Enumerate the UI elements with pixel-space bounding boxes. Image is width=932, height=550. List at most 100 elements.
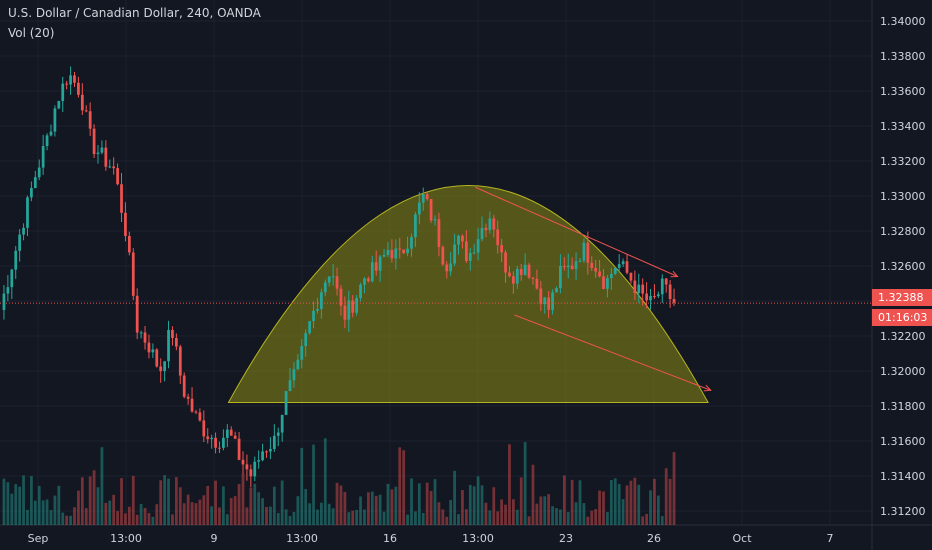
volume-bar — [574, 502, 578, 525]
volume-bar — [594, 509, 598, 525]
volume-bar — [312, 444, 315, 525]
candle-body — [566, 265, 570, 268]
volume-bar — [566, 512, 570, 525]
volume-bar — [621, 499, 625, 525]
candle-body — [382, 254, 386, 257]
candle-body — [531, 277, 535, 279]
volume-bar — [218, 507, 221, 525]
volume-indicator-label[interactable]: Vol (20) — [8, 26, 55, 40]
volume-bar — [18, 486, 22, 525]
candle-body — [77, 82, 80, 95]
volume-bar — [351, 510, 355, 525]
candle-body — [182, 375, 186, 397]
candle-body — [6, 287, 10, 294]
candle-body — [308, 321, 311, 334]
candle-body — [402, 249, 406, 254]
volume-bar — [410, 478, 413, 525]
volume-bar — [104, 502, 108, 525]
volume-bar — [653, 478, 656, 525]
candle-body — [127, 235, 131, 253]
candle-body — [14, 250, 18, 270]
candle-body — [590, 262, 594, 268]
volume-bar — [527, 516, 531, 525]
candle-body — [30, 187, 33, 198]
chart-title[interactable]: U.S. Dollar / Canadian Dollar, 240, OAND… — [8, 6, 261, 20]
candle-body — [69, 75, 72, 85]
y-tick-label: 1.31400 — [880, 470, 926, 483]
volume-bar — [225, 514, 229, 525]
candle-body — [222, 437, 225, 448]
volume-bar — [253, 483, 257, 525]
candle-body — [22, 227, 25, 235]
candle-body — [92, 128, 96, 155]
x-tick-label: Sep — [28, 532, 49, 545]
candle-body — [433, 219, 437, 221]
volume-bar — [116, 511, 119, 525]
candle-body — [653, 296, 656, 298]
volume-bar — [355, 510, 359, 525]
volume-bar — [515, 509, 519, 525]
candle-body — [190, 398, 194, 412]
candle-body — [73, 75, 76, 83]
candle-body — [100, 147, 104, 153]
volume-bar — [645, 513, 648, 525]
y-tick-label: 1.33600 — [880, 85, 926, 98]
candle-body — [312, 310, 315, 322]
x-tick-label: 23 — [559, 532, 573, 545]
candle-body — [10, 269, 14, 288]
volume-bar — [292, 511, 296, 525]
volume-bar — [359, 496, 362, 525]
y-tick-label: 1.32200 — [880, 330, 926, 343]
volume-bar — [2, 478, 6, 525]
volume-bar — [570, 479, 574, 525]
candle-body — [476, 239, 480, 253]
candle-body — [167, 329, 170, 362]
volume-bar — [578, 480, 582, 525]
volume-bar — [374, 495, 378, 525]
volume-bar — [186, 494, 190, 525]
volume-bar — [562, 475, 566, 525]
y-tick-label: 1.32800 — [880, 225, 926, 238]
candle-body — [586, 242, 590, 263]
candle-body — [53, 108, 57, 132]
candle-body — [355, 298, 359, 313]
candle-body — [551, 292, 554, 310]
candle-body — [417, 202, 421, 215]
volume-bar — [402, 450, 406, 525]
volume-bar — [276, 513, 280, 525]
volume-bar — [139, 504, 143, 525]
candle-body — [390, 249, 394, 259]
volume-bar — [272, 486, 276, 525]
candle-body — [461, 235, 464, 242]
volume-bar — [476, 476, 480, 525]
volume-bar — [73, 507, 76, 525]
volume-bar — [284, 509, 288, 525]
volume-bar — [664, 468, 668, 525]
candle-body — [249, 469, 253, 477]
volume-bar — [151, 516, 155, 525]
volume-bar — [327, 503, 331, 525]
candle-body — [151, 349, 155, 353]
candle-body — [18, 234, 22, 251]
candle-body — [163, 361, 166, 372]
candle-body — [65, 83, 69, 85]
volume-bar — [331, 508, 335, 525]
candle-body — [637, 284, 641, 294]
volume-bar — [65, 515, 69, 525]
candle-body — [410, 237, 413, 249]
volume-bar — [363, 509, 366, 525]
volume-bar — [347, 512, 351, 525]
candle-body — [641, 284, 645, 294]
volume-bar — [245, 507, 249, 525]
volume-bar — [535, 503, 539, 525]
volume-bar — [437, 502, 441, 525]
candle-body — [613, 267, 617, 274]
candle-body — [131, 252, 135, 296]
volume-bar — [249, 487, 253, 525]
candle-body — [472, 252, 476, 254]
y-tick-label: 1.33000 — [880, 190, 926, 203]
candle-body — [186, 396, 190, 399]
volume-bar — [367, 492, 370, 525]
